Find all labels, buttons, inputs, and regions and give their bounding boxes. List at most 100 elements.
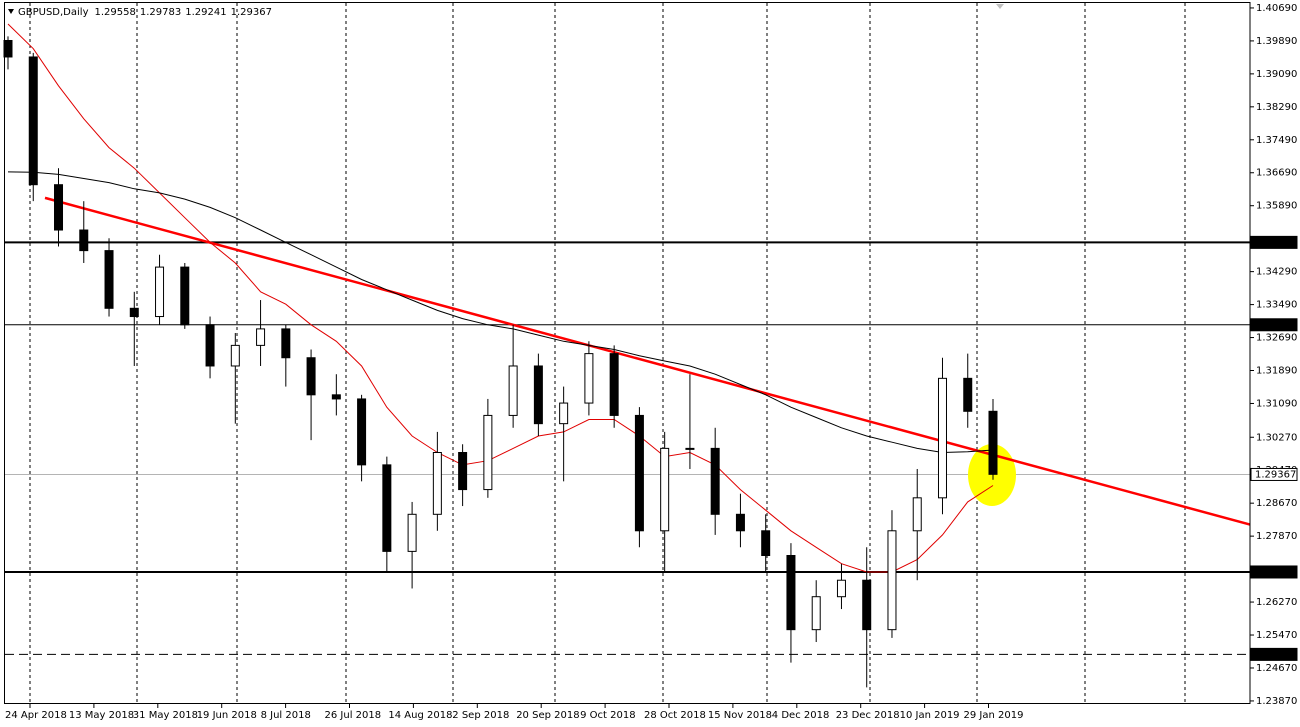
y-tick-label: 1.35890 — [1256, 201, 1297, 212]
candle-body — [710, 447, 720, 515]
x-tick-label: 2 Sep 2018 — [452, 710, 509, 721]
x-tick-label: 20 Sep 2018 — [516, 710, 579, 721]
y-tick-label: 1.34290 — [1256, 267, 1297, 278]
x-tick-label: 14 Aug 2018 — [388, 710, 452, 721]
candle-body — [331, 394, 341, 400]
candle-body — [3, 39, 13, 58]
candle-body — [205, 324, 215, 367]
candle-body — [458, 451, 468, 491]
level-label: 1.29367 — [1255, 469, 1296, 480]
candle-body — [609, 353, 619, 416]
candle-body — [508, 365, 518, 416]
shift-marker[interactable] — [996, 4, 1004, 9]
trendline — [44, 196, 1251, 526]
candle-body — [104, 250, 114, 309]
header-open: 1.29558 — [95, 7, 136, 18]
candle-body — [28, 56, 38, 186]
candle-body — [54, 184, 64, 231]
candle-body — [129, 307, 139, 318]
level-box — [1250, 647, 1298, 661]
level-label: 1.27000 — [1255, 567, 1296, 578]
highlight-circle — [968, 444, 1016, 506]
candle-body — [862, 579, 872, 631]
moving-average — [7, 23, 994, 573]
candle-body — [432, 451, 442, 515]
candle-body — [811, 596, 821, 631]
candle-body — [634, 414, 644, 532]
y-tick-label: 1.24670 — [1256, 663, 1297, 674]
x-tick-label: 28 Oct 2018 — [644, 710, 706, 721]
candle-body — [912, 497, 922, 532]
y-tick-label: 1.39090 — [1256, 69, 1297, 80]
level-label: 1.25000 — [1255, 649, 1296, 660]
y-tick-label: 1.33490 — [1256, 300, 1297, 311]
candle-body — [155, 266, 165, 318]
level-box — [1250, 565, 1298, 579]
x-tick-label: 24 Apr 2018 — [5, 710, 67, 721]
x-tick-label: 15 Nov 2018 — [708, 710, 772, 721]
level-label: 1.35000 — [1255, 237, 1296, 248]
candle-body — [382, 464, 392, 552]
level-box — [1250, 467, 1298, 481]
header-close: 1.29367 — [231, 7, 272, 18]
candle-body — [937, 377, 947, 499]
y-tick-label: 1.23870 — [1256, 696, 1297, 707]
x-tick-label: 4 Dec 2018 — [772, 710, 830, 721]
x-tick-label: 8 Jul 2018 — [261, 710, 311, 721]
y-tick-label: 1.32690 — [1256, 333, 1297, 344]
x-tick-label: 26 Jul 2018 — [325, 710, 382, 721]
x-tick-label: 10 Jan 2019 — [900, 710, 960, 721]
x-tick-label: 19 Jun 2018 — [197, 710, 257, 721]
candle-body — [836, 579, 846, 598]
header-text: GBPUSD,Daily 1.29558 1.29783 1.29241 1.29367 — [18, 7, 272, 18]
y-tick-label: 1.37490 — [1256, 135, 1297, 146]
candle-body — [559, 402, 569, 425]
y-tick-label: 1.40690 — [1256, 3, 1297, 14]
level-box — [1250, 235, 1298, 249]
price-axis — [1250, 0, 1300, 727]
y-tick-label: 1.31890 — [1256, 366, 1297, 377]
y-tick-label: 1.30270 — [1256, 432, 1297, 443]
header-high: 1.29783 — [140, 7, 181, 18]
candle-body — [584, 353, 594, 404]
axis-layer: 1.40690 1.39890 1.39090 1.38290 1.37490 1.366… — [5, 0, 1300, 727]
x-tick-label: 31 May 2018 — [133, 710, 198, 721]
y-tick-label: 1.26270 — [1256, 597, 1297, 608]
candle-body — [761, 530, 771, 557]
candle-body — [483, 414, 493, 491]
level-box — [1250, 318, 1298, 332]
candle-body — [786, 555, 796, 631]
moving-average — [7, 171, 994, 454]
level-label: 1.33000 — [1255, 320, 1296, 331]
menu-arrow[interactable] — [8, 9, 14, 14]
candle-body — [256, 328, 266, 346]
y-tick-label: 1.27870 — [1256, 531, 1297, 542]
y-tick-label: 1.36690 — [1256, 168, 1297, 179]
symbol: GBPUSD,Daily — [18, 7, 89, 18]
candle-body — [685, 447, 695, 450]
candle-body — [357, 398, 367, 466]
y-tick-label: 1.38290 — [1256, 102, 1297, 113]
candle-body — [79, 229, 89, 252]
header-low: 1.29241 — [185, 7, 226, 18]
candle-body — [230, 344, 240, 367]
x-tick-label: 13 May 2018 — [69, 710, 134, 721]
candle-body — [735, 513, 745, 532]
candle-body — [988, 410, 998, 475]
y-tick-label: 1.31090 — [1256, 398, 1297, 409]
y-tick-label: 1.39890 — [1256, 36, 1297, 47]
candle-body — [660, 447, 670, 532]
y-tick-label: 1.25470 — [1256, 630, 1297, 641]
header: GBPUSD,Daily 1.29558 1.29783 1.29241 1.29367 — [8, 7, 272, 18]
data-layer — [3, 23, 1251, 688]
x-tick-label: 29 Jan 2019 — [964, 710, 1024, 721]
y-tick-label: 1.28670 — [1256, 498, 1297, 509]
candle-body — [887, 530, 897, 631]
x-tick-label: 9 Oct 2018 — [580, 710, 635, 721]
candle-body — [281, 328, 291, 359]
candle-body — [306, 357, 316, 396]
candle-body — [533, 365, 543, 425]
